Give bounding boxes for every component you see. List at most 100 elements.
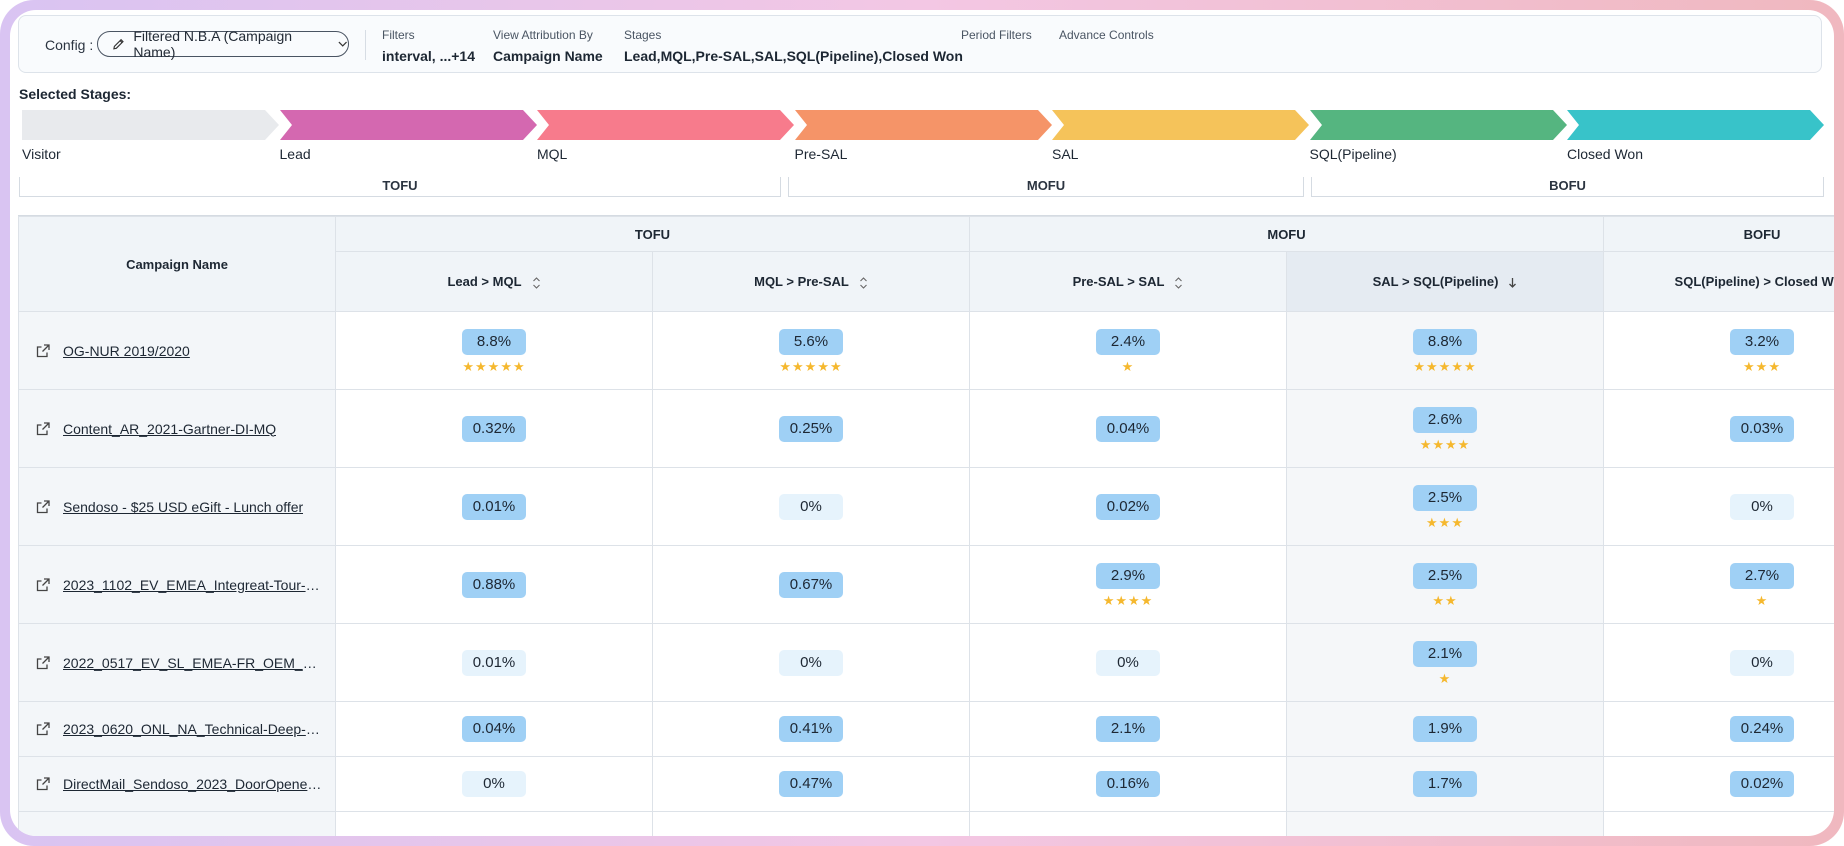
stages-group[interactable]: Stages Lead,MQL,Pre-SAL,SAL,SQL(Pipeline… — [624, 28, 963, 64]
stage-label: Pre-SAL — [794, 146, 848, 162]
rate-badge[interactable]: 2.1% — [1096, 716, 1160, 742]
rate-cell: 0.67% — [652, 545, 970, 624]
funnel-group-bofu: BOFU — [1311, 177, 1824, 197]
app-content: Config : Filtered N.B.A (Campaign Name) … — [10, 10, 1834, 836]
filters-group[interactable]: Filters interval, ...+14 — [382, 28, 475, 64]
table-row — [18, 811, 1834, 836]
rate-cell: 8.8% ★★★★★ — [335, 311, 653, 390]
stage-label: Closed Won — [1567, 146, 1644, 162]
attribution-group[interactable]: View Attribution By Campaign Name — [493, 28, 603, 64]
rate-badge[interactable]: 2.5% — [1413, 562, 1477, 589]
rate-badge[interactable]: 0.16% — [1096, 771, 1160, 797]
star-rating: ★ — [1438, 670, 1452, 686]
attribution-value: Campaign Name — [493, 48, 603, 64]
rate-badge[interactable]: 0% — [779, 493, 843, 520]
rate-badge[interactable]: 2.9% — [1096, 562, 1160, 589]
star-rating: ★ — [1121, 358, 1135, 374]
rate-badge[interactable]: 1.7% — [1413, 771, 1477, 797]
stage-sql-pipeline: SQL(Pipeline) — [1309, 110, 1567, 162]
campaign-name-link[interactable]: DirectMail_Sendoso_2023_DoorOpener_C… — [63, 776, 323, 792]
rate-badge[interactable]: 0.04% — [1096, 415, 1160, 442]
config-dropdown[interactable]: Filtered N.B.A (Campaign Name) — [97, 28, 349, 60]
period-filters-key: Period Filters — [961, 28, 1032, 42]
external-link-icon[interactable] — [35, 776, 51, 792]
rate-badge[interactable]: 0.41% — [779, 716, 843, 742]
rate-badge[interactable]: 0.25% — [779, 415, 843, 442]
chevron-down-icon — [338, 41, 347, 47]
external-link-icon[interactable] — [35, 499, 51, 515]
star-rating: ★ — [1755, 592, 1769, 608]
rate-badge[interactable]: 0% — [1730, 493, 1794, 520]
column-header-label: Pre-SAL > SAL — [1072, 274, 1165, 289]
rate-badge[interactable]: 0.02% — [1096, 493, 1160, 520]
rate-badge[interactable]: 0% — [1730, 649, 1794, 676]
rate-cell: 0% — [1603, 623, 1834, 702]
rate-cell: 2.1% — [969, 701, 1287, 757]
funnel-group-mofu: MOFU — [788, 177, 1304, 197]
rate-badge[interactable]: 0.47% — [779, 771, 843, 797]
rate-cell: 2.6% ★★★★ — [1286, 389, 1604, 468]
sort-icon[interactable] — [859, 276, 868, 289]
external-link-icon[interactable] — [35, 577, 51, 593]
sort-desc-icon[interactable] — [1508, 277, 1517, 289]
rate-badge[interactable]: 2.1% — [1413, 640, 1477, 667]
external-link-icon[interactable] — [35, 655, 51, 671]
rate-badge[interactable]: 0.04% — [462, 716, 526, 742]
column-header[interactable]: MQL > Pre-SAL — [652, 251, 970, 312]
external-link-icon[interactable] — [35, 343, 51, 359]
rate-badge[interactable]: 2.7% — [1730, 562, 1794, 589]
rate-badge[interactable]: 0.01% — [462, 493, 526, 520]
campaign-name-link[interactable]: OG-NUR 2019/2020 — [63, 342, 190, 359]
column-header[interactable]: SQL(Pipeline) > Closed Won — [1603, 251, 1834, 312]
rate-badge[interactable]: 0.03% — [1730, 415, 1794, 442]
campaign-name-link[interactable]: 2022_0517_EV_SL_EMEA-FR_OEM_Execut… — [63, 654, 323, 671]
rate-badge[interactable]: 5.6% — [779, 328, 843, 355]
campaign-name-link[interactable]: Content_AR_2021-Gartner-DI-MQ — [63, 420, 277, 437]
rate-badge[interactable]: 1.9% — [1413, 716, 1477, 742]
rate-cell: 5.6% ★★★★★ — [652, 311, 970, 390]
rate-badge[interactable]: 0.01% — [462, 649, 526, 676]
rate-badge[interactable]: 2.5% — [1413, 484, 1477, 511]
rate-cell: 3.2% ★★★ — [1603, 311, 1834, 390]
sort-icon[interactable] — [532, 276, 541, 289]
campaign-cell: 2023_1102_EV_EMEA_Integreat-Tour-Lon… — [18, 545, 336, 624]
external-link-icon[interactable] — [35, 721, 51, 737]
config-label: Config : — [45, 37, 94, 53]
sort-icon[interactable] — [1174, 276, 1183, 289]
campaign-name-link[interactable]: Sendoso - $25 USD eGift - Lunch offer — [63, 498, 304, 515]
rate-badge[interactable]: 0% — [779, 649, 843, 676]
stage-label: SQL(Pipeline) — [1309, 146, 1397, 162]
empty-cell — [969, 811, 1287, 836]
rate-badge[interactable]: 0.24% — [1730, 716, 1794, 742]
rate-cell: 0% — [652, 467, 970, 546]
rate-cell: 1.7% — [1286, 756, 1604, 812]
rate-badge[interactable]: 2.6% — [1413, 406, 1477, 433]
rate-cell: 1.9% — [1286, 701, 1604, 757]
star-rating: ★★★★★ — [462, 358, 526, 374]
star-rating: ★★★★ — [1102, 592, 1154, 608]
pencil-icon — [113, 38, 124, 50]
rate-badge[interactable]: 0.32% — [462, 415, 526, 442]
config-selected: Filtered N.B.A (Campaign Name) — [133, 28, 293, 60]
rate-badge[interactable]: 8.8% — [1413, 328, 1477, 355]
rate-cell: 0.04% — [969, 389, 1287, 468]
rate-badge[interactable]: 0.02% — [1730, 771, 1794, 797]
rate-badge[interactable]: 3.2% — [1730, 328, 1794, 355]
rate-badge[interactable]: 0% — [1096, 649, 1160, 676]
rate-badge[interactable]: 0% — [462, 771, 526, 797]
campaign-name-link[interactable]: 2023_1102_EV_EMEA_Integreat-Tour-Lon… — [63, 576, 323, 593]
advance-controls-group[interactable]: Advance Controls — [1059, 28, 1154, 42]
rate-badge[interactable]: 8.8% — [462, 328, 526, 355]
external-link-icon[interactable] — [35, 421, 51, 437]
rate-badge[interactable]: 0.67% — [779, 571, 843, 598]
column-header[interactable]: SAL > SQL(Pipeline) — [1286, 251, 1604, 312]
column-header-label: MQL > Pre-SAL — [754, 274, 849, 289]
stage-arrow — [1309, 110, 1567, 140]
campaign-name-link[interactable]: 2023_0620_ONL_NA_Technical-Deep-Dive — [63, 721, 323, 737]
period-filters-group[interactable]: Period Filters — [961, 28, 1032, 42]
campaign-cell: DirectMail_Sendoso_2023_DoorOpener_C… — [18, 756, 336, 812]
rate-badge[interactable]: 2.4% — [1096, 328, 1160, 355]
column-header[interactable]: Lead > MQL — [335, 251, 653, 312]
rate-badge[interactable]: 0.88% — [462, 571, 526, 598]
column-header[interactable]: Pre-SAL > SAL — [969, 251, 1287, 312]
